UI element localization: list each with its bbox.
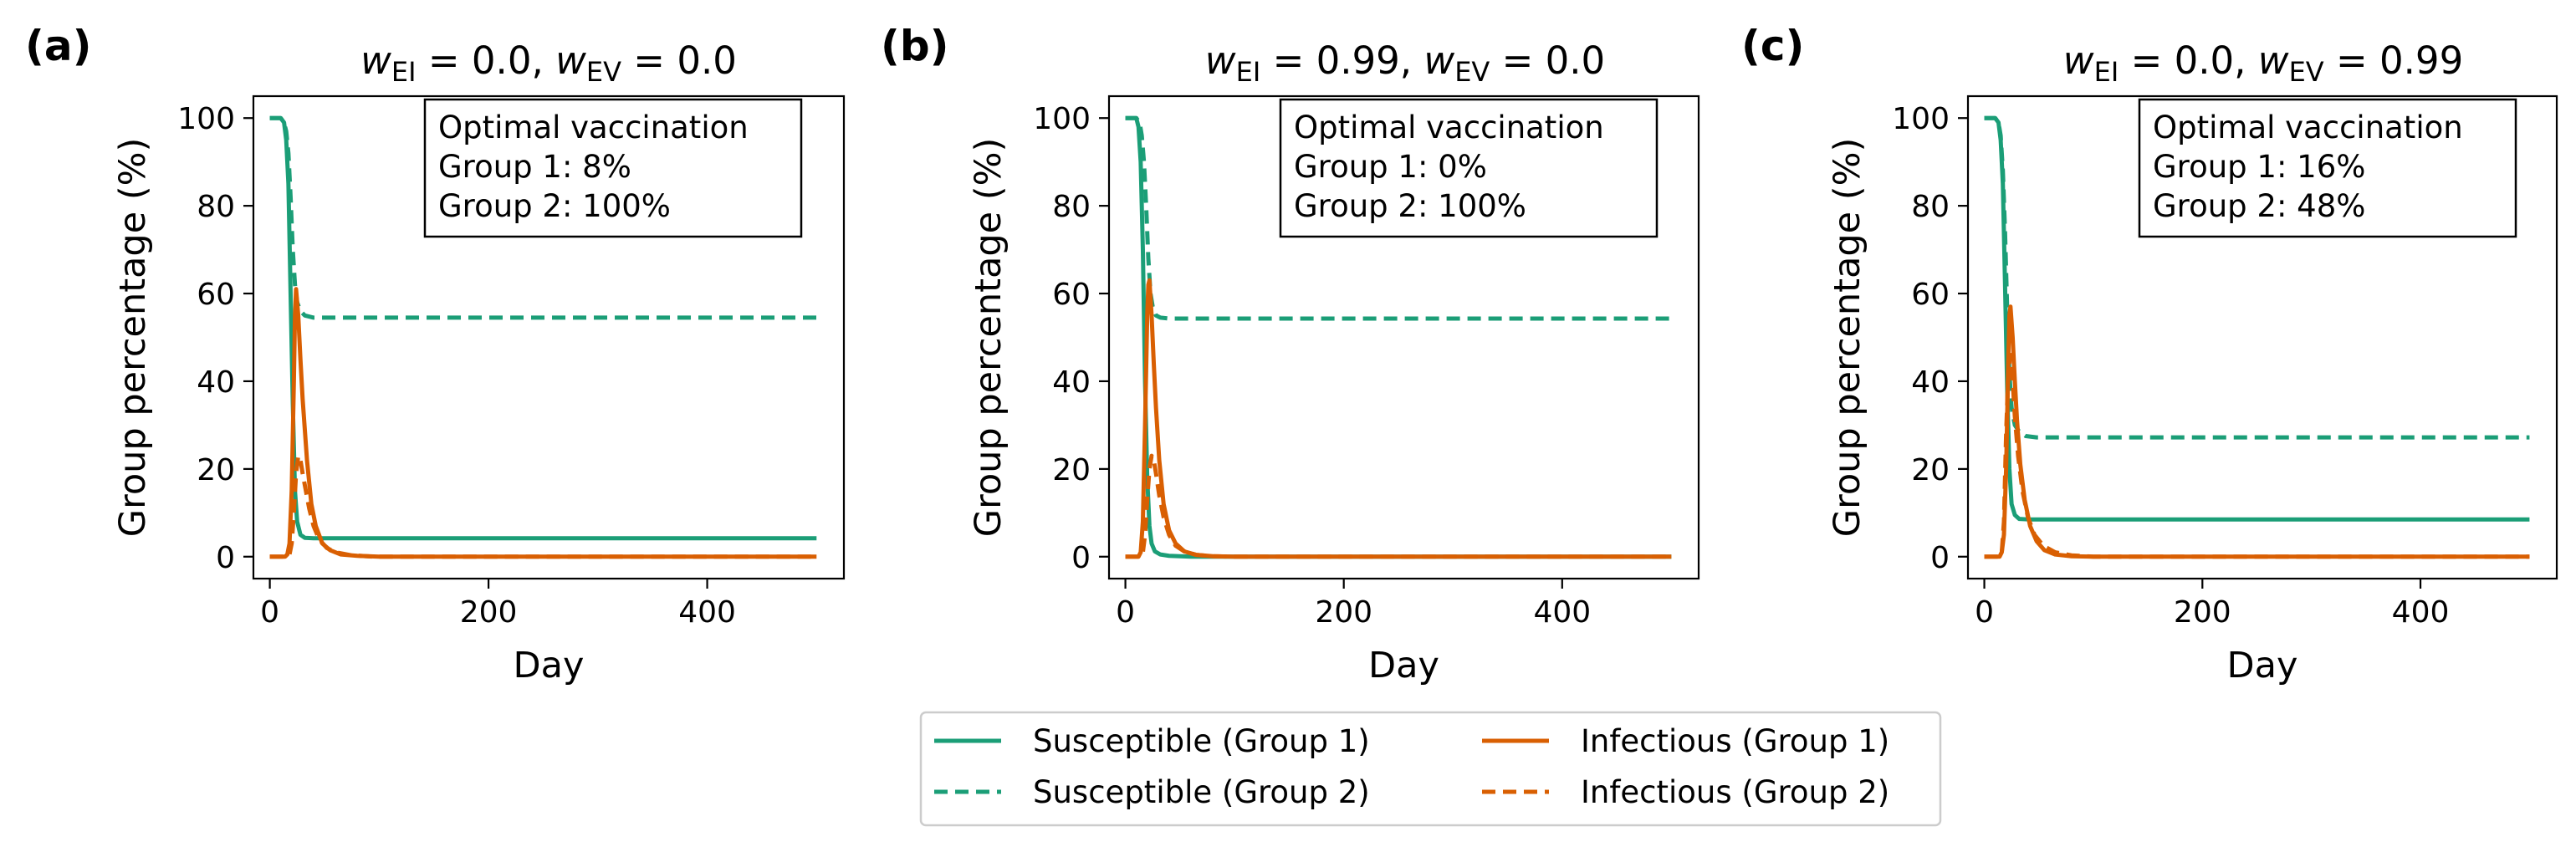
title-subscript: EV — [1454, 56, 1490, 88]
series-line-s2 — [1984, 115, 2530, 440]
x-tick-label: 0 — [260, 595, 279, 630]
title-variable: w — [1205, 38, 1236, 83]
y-tick-label: 20 — [1052, 453, 1091, 487]
y-tick-label: 80 — [1052, 190, 1091, 224]
subplot-title: wEI = 0.0, wEV = 0.0 — [360, 38, 737, 88]
title-variable: w — [555, 38, 586, 83]
y-axis-label: Group percentage (%) — [1827, 138, 1868, 537]
y-tick-label: 80 — [197, 190, 235, 224]
legend-label: Infectious (Group 2) — [1581, 774, 1889, 810]
title-subscript: EI — [391, 56, 417, 88]
subplot-2: (b) wEI = 0.99, wEV = 0.00 200 400020406080… — [881, 22, 1700, 686]
title-variable: w — [2063, 38, 2094, 83]
y-tick-label: 80 — [1911, 190, 1950, 224]
title-value: = 0.99, — [1260, 38, 1423, 83]
x-tick-label: 200 — [460, 595, 518, 630]
y-tick-label: 0 — [216, 541, 235, 575]
annotation-line: Group 1: 16% — [2153, 149, 2365, 185]
legend-label: Susceptible (Group 2) — [1033, 774, 1370, 810]
y-axis-label: Group percentage (%) — [968, 138, 1009, 537]
subplot-title: wEI = 0.99, wEV = 0.0 — [1205, 38, 1605, 88]
title-variable: w — [2258, 38, 2289, 83]
annotation-line: Optimal vaccination — [2153, 110, 2463, 145]
title-variable: w — [1423, 38, 1454, 83]
title-value: = 0.0 — [621, 38, 737, 83]
annotation-line: Optimal vaccination — [438, 110, 749, 145]
x-axis-label: Day — [514, 645, 585, 686]
y-tick-label: 0 — [1071, 541, 1091, 575]
title-value: = 0.0 — [1490, 38, 1605, 83]
y-tick-label: 100 — [1892, 102, 1950, 136]
subplot-title: wEI = 0.0, wEV = 0.99 — [2063, 38, 2463, 88]
annotation-box: Optimal vaccination Group 1: 16%Group 2: … — [2138, 98, 2517, 238]
x-tick-label: 0 — [1975, 595, 1994, 630]
title-value: = 0.99 — [2324, 38, 2464, 83]
y-tick-label: 60 — [1052, 278, 1091, 312]
x-tick-label: 200 — [2174, 595, 2231, 630]
annotation-line: Group 2: 48% — [2153, 188, 2365, 224]
y-tick-label: 40 — [1911, 365, 1950, 400]
y-tick-label: 60 — [1911, 278, 1950, 312]
x-tick-label: 400 — [2392, 595, 2450, 630]
y-tick-label: 40 — [1052, 365, 1091, 400]
y-tick-label: 20 — [1911, 453, 1950, 487]
series-line-s2 — [1125, 115, 1672, 321]
title-subscript: EI — [1236, 56, 1261, 88]
y-tick-label: 100 — [177, 102, 235, 136]
subplot-1: (a) wEI = 0.0, wEV = 0.00 200 4000204060801… — [25, 22, 846, 686]
title-subscript: EV — [2289, 56, 2324, 88]
axes-frame — [1107, 94, 1700, 580]
y-tick-label: 60 — [197, 278, 235, 312]
title-variable: w — [360, 38, 391, 83]
series-line-i2 — [1984, 352, 2530, 559]
x-tick-label: 200 — [1315, 595, 1372, 630]
annotation-line: Group 2: 100% — [438, 188, 671, 224]
series-line-s2 — [269, 115, 817, 320]
panel-label: (a) — [25, 22, 91, 70]
annotation-frame — [423, 98, 803, 238]
title-subscript: EI — [2094, 56, 2119, 88]
annotation-box: Optimal vaccination Group 1: 0%Group 2: 1… — [1279, 98, 1659, 238]
legend-label: Susceptible (Group 1) — [1033, 723, 1370, 759]
y-tick-label: 40 — [197, 365, 235, 400]
title-value: = 0.0, — [417, 38, 556, 83]
axes-frame — [252, 94, 846, 580]
series-line-i1 — [269, 287, 817, 559]
annotation-frame — [1279, 98, 1659, 238]
annotation-box: Optimal vaccination Group 1: 8%Group 2: 1… — [423, 98, 803, 238]
y-tick-label: 100 — [1033, 102, 1091, 136]
title-subscript: EV — [586, 56, 621, 88]
panel-label: (b) — [881, 22, 949, 70]
series-line-i1 — [1125, 278, 1672, 559]
y-tick-label: 0 — [1930, 541, 1950, 575]
legend: Susceptible (Group 1) Susceptible (Group … — [919, 711, 1942, 827]
panel-label: (c) — [1741, 22, 1804, 70]
x-axis-label: Day — [1368, 645, 1439, 686]
annotation-line: Group 1: 8% — [438, 149, 631, 185]
title-value: = 0.0, — [2119, 38, 2258, 83]
legend-frame — [919, 711, 1942, 827]
x-tick-label: 400 — [678, 595, 736, 630]
x-axis-label: Day — [2227, 645, 2298, 686]
y-axis-label: Group percentage (%) — [112, 138, 154, 537]
x-tick-label: 0 — [1116, 595, 1135, 630]
series-line-i2 — [1125, 453, 1672, 559]
x-tick-label: 400 — [1533, 595, 1591, 630]
annotation-line: Group 1: 0% — [1294, 149, 1487, 185]
annotation-line: Group 2: 100% — [1294, 188, 1526, 224]
y-tick-label: 20 — [197, 453, 235, 487]
annotation-frame — [2138, 98, 2517, 238]
series-line-i2 — [269, 453, 817, 559]
axes-frame — [1966, 94, 2558, 580]
legend-label: Infectious (Group 1) — [1581, 723, 1889, 759]
subplot-3: (c) wEI = 0.0, wEV = 0.990 200 400020406080… — [1741, 22, 2558, 686]
annotation-line: Optimal vaccination — [1294, 110, 1604, 145]
